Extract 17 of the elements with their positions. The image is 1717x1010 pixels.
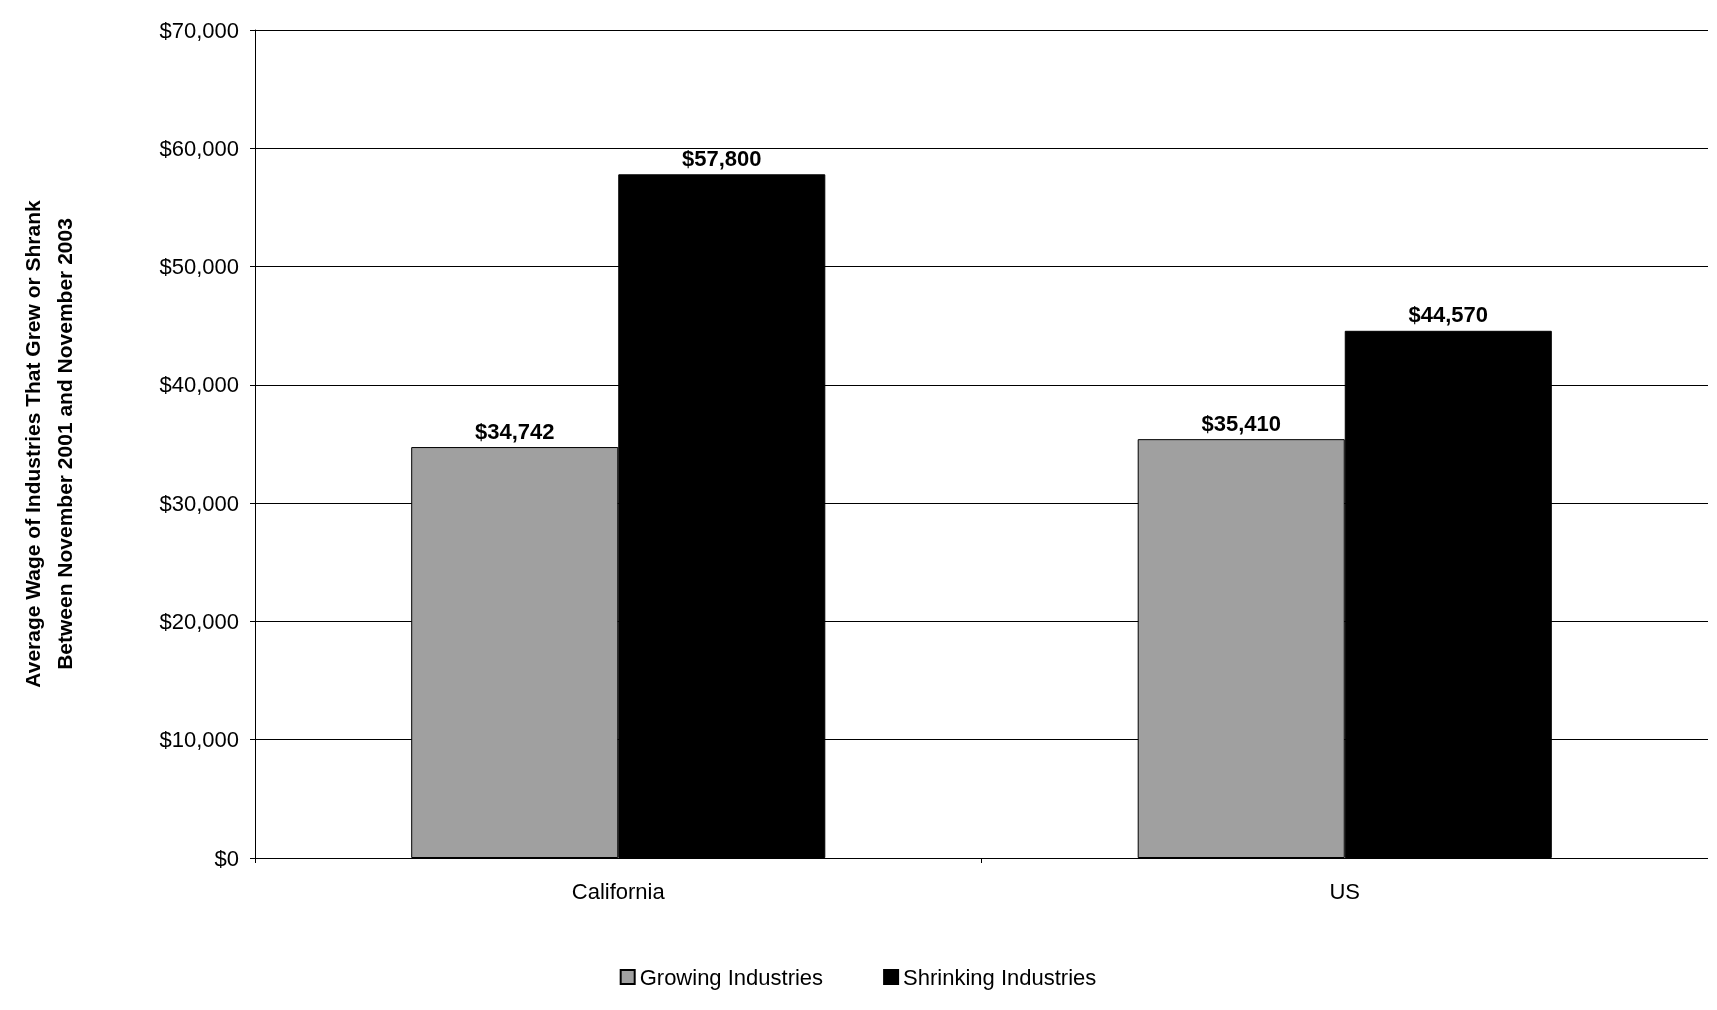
y-axis-title: Average Wage of Industries That Grew or Shrank Between November 2001 and November 2003 [20,199,76,688]
x-tick-label: California [571,878,666,904]
y-tick-label: $20,000 [159,608,239,634]
y-tick-label: $60,000 [159,135,239,161]
x-tick-label: US [1329,878,1361,904]
y-tick-label: $70,000 [159,17,239,43]
legend-label: Growing Industries [639,964,824,990]
data-label: $44,570 [1408,302,1489,328]
data-label: $34,742 [474,418,555,444]
data-label: $57,800 [682,145,762,171]
data-label: $35,410 [1201,410,1281,436]
y-tick-label: $0 [214,845,239,871]
y-tick-label: $10,000 [159,727,239,753]
y-tick-label: $40,000 [159,372,239,398]
y-tick-label: $50,000 [159,254,239,280]
legend-label: Shrinking Industries [903,964,1097,990]
y-tick-label: $30,000 [159,490,239,516]
